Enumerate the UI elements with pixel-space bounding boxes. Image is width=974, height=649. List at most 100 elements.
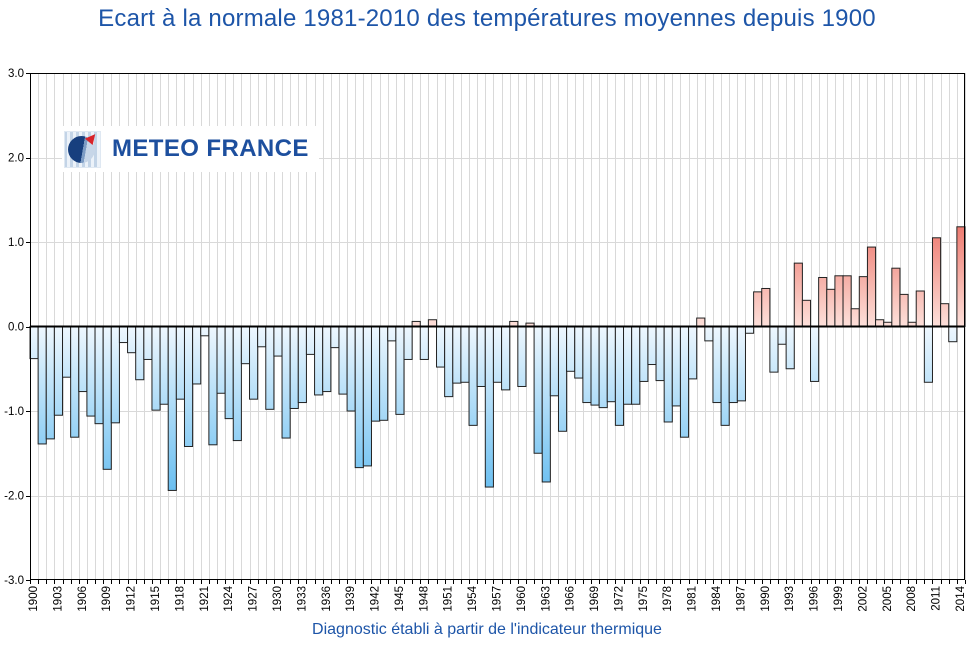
x-tick-label: 1963 [540,586,552,612]
bar-1971 [606,326,616,403]
bar-1953 [460,326,470,383]
bar-2004 [875,319,885,327]
y-tick-label: -1.0 [4,406,24,418]
axes [26,73,966,584]
bar-1980 [679,326,690,438]
bar-1987 [736,326,746,402]
bar-1990 [761,287,771,328]
bar-1962 [533,326,543,454]
x-tick-label: 1999 [833,586,845,612]
bar-1941 [362,326,372,467]
x-tick-label: 1942 [370,586,382,612]
bar-1936 [322,326,332,393]
bar-1913 [135,326,145,381]
bar-1937 [330,326,340,349]
bar-1995 [801,299,812,328]
bar-1985 [720,326,730,426]
x-tick-label: 2005 [882,586,894,612]
chart-caption: Diagnostic établi à partir de l'indicate… [312,621,662,638]
bar-1900 [29,326,39,360]
meteo-france-wordmark: METEO FRANCE [112,135,309,162]
bar-1924 [224,326,234,420]
bar-2010 [923,326,933,383]
x-tick-label: 1939 [345,586,357,612]
bar-1922 [208,326,218,446]
bar-1950 [436,326,446,368]
bar-1955 [476,326,486,387]
bar-2001 [850,308,860,327]
bar-1931 [281,326,291,439]
x-tick-label: 1915 [150,586,162,612]
bar-1933 [297,326,307,404]
bar-1906 [78,326,88,393]
bar-1927 [249,326,259,400]
bar-1920 [192,326,202,385]
bar-1978 [663,326,673,423]
bar-1915 [151,326,161,411]
bar-1970 [598,326,608,409]
bar-1930 [273,326,283,357]
x-tick-label: 1954 [467,585,479,611]
bar-1956 [484,326,494,488]
bar-1951 [444,326,454,398]
bar-1911 [118,326,129,344]
bar-1988 [744,326,755,334]
x-tick-label: 1912 [126,586,138,612]
bar-1907 [86,326,96,417]
bar-1923 [216,326,226,394]
bar-1946 [403,326,413,360]
chart-title: Ecart à la normale 1981-2010 des tempéra… [98,5,876,32]
x-tick-label: 1975 [638,586,650,612]
x-tick-label: 1981 [687,586,699,612]
bar-1935 [314,326,324,396]
bar-1967 [574,326,584,379]
x-tick-label: 1936 [321,586,333,612]
y-tick-label: 0.0 [8,322,24,334]
y-tick-label: -2.0 [4,491,24,503]
bar-1929 [265,326,275,410]
bar-1957 [492,326,503,383]
bar-1977 [655,326,665,382]
bar-1948 [419,326,429,360]
bar-1939 [346,326,356,412]
x-tick-label: 1957 [492,586,504,612]
bar-2011 [931,237,942,328]
x-tick-label: 1948 [418,586,430,612]
x-axis-labels: 1900 1903 1906 1909 1912 1915 1918 1921 1924 1927… [28,585,967,611]
bar-1926 [240,326,251,365]
bar-1998 [826,288,836,328]
bar-1992 [777,326,787,345]
bar-1934 [305,326,316,355]
bar-1903 [53,326,64,416]
x-tick-label: 1906 [77,586,89,612]
bar-1938 [338,326,348,395]
bar-1963 [541,326,551,483]
bar-1982 [696,317,706,327]
bar-1972 [614,326,625,426]
x-tick-label: 1951 [443,586,455,612]
y-tick-label: -3.0 [4,575,24,587]
bar-1908 [94,326,104,425]
globe-icon [68,135,95,163]
x-tick-label: 2014 [955,585,967,611]
bar-2000 [842,275,852,327]
bar-1954 [468,326,478,426]
x-tick-label: 2008 [906,586,918,612]
bar-1974 [631,326,641,405]
bar-1944 [387,326,397,342]
x-tick-label: 1960 [516,586,528,612]
bar-2013 [948,326,958,343]
bar-1991 [769,326,779,373]
bar-1945 [395,326,405,415]
bar-1940 [354,326,364,469]
bar-1921 [200,326,210,337]
y-tick-label: 3.0 [8,68,24,80]
bar-1904 [62,326,72,378]
bar-1943 [379,326,389,421]
bar-1966 [566,326,576,372]
x-tick-label: 1909 [101,586,113,612]
bar-1928 [257,326,267,348]
x-tick-label: 2002 [857,586,869,612]
